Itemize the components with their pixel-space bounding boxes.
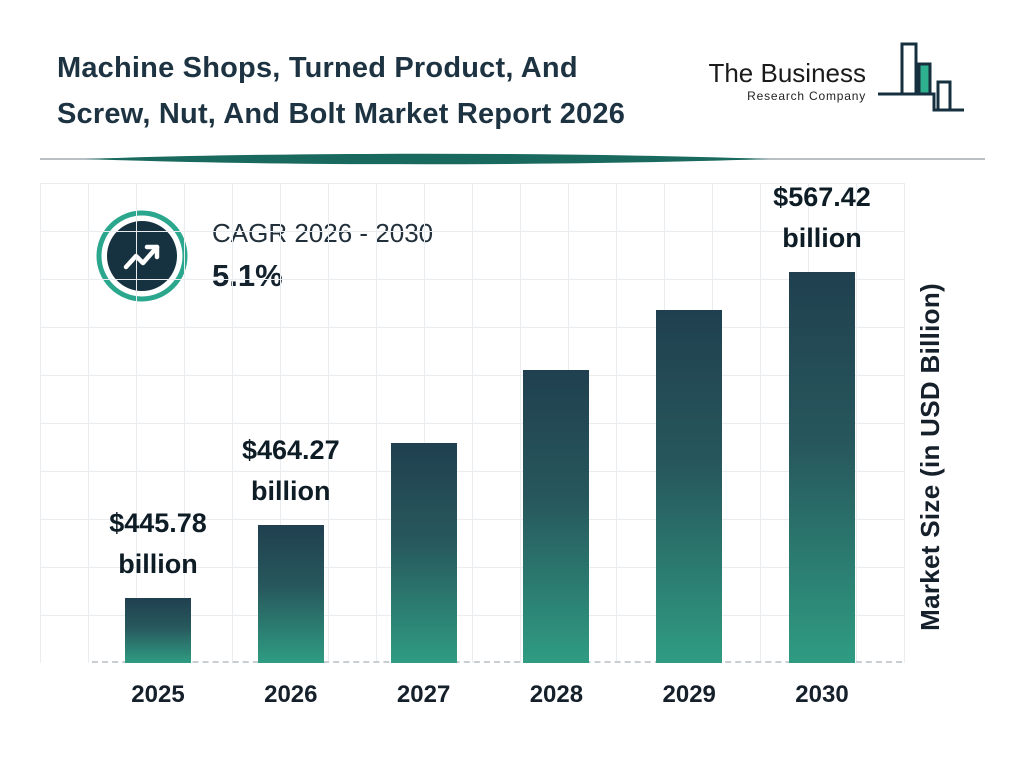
bar-2025 xyxy=(125,598,191,663)
logo-name: The Business xyxy=(708,58,866,88)
bar-column-2030: $567.42 billion 2030 xyxy=(773,177,871,708)
bar-column-2029: 2029 xyxy=(656,310,723,708)
bar-2030 xyxy=(788,272,855,663)
x-axis-label-2029: 2029 xyxy=(662,681,716,708)
bar-column-2026: $464.27 billion 2026 xyxy=(242,430,340,708)
logo-subtitle: Research Company xyxy=(747,89,866,104)
header-divider xyxy=(40,151,985,169)
x-axis-baseline xyxy=(92,661,902,663)
bar-value-label-2026: $464.27 billion xyxy=(241,435,340,506)
page-title: Machine Shops, Turned Product, And Screw… xyxy=(57,52,626,130)
bars-layer: $445.78 billion 2025 $464.27 billion 2026 2027… xyxy=(40,182,905,708)
bar-value-label-2030: $567.42 billion xyxy=(773,182,871,253)
x-axis-label-2026: 2026 xyxy=(264,681,318,708)
x-axis-label-2025: 2025 xyxy=(131,681,185,708)
x-axis-label-2030: 2030 xyxy=(795,681,849,708)
x-axis-label-2027: 2027 xyxy=(396,681,451,708)
company-logo: The Business Research Company xyxy=(708,40,968,125)
y-axis-label: Market Size (in USD Billion) xyxy=(915,283,945,631)
bar-2027 xyxy=(390,443,457,663)
bar-column-2027: 2027 xyxy=(390,443,457,708)
bar-column-2025: $445.78 billion 2025 xyxy=(109,503,207,708)
x-axis-label-2028: 2028 xyxy=(529,681,584,708)
logo-text: The Business Research Company xyxy=(708,40,866,103)
bar-chart-logo-icon xyxy=(872,40,968,125)
bar-value-label-2025: $445.78 billion xyxy=(109,508,207,579)
bar-2026 xyxy=(257,525,324,663)
bar-column-2028: 2028 xyxy=(523,370,590,708)
bar-2028 xyxy=(523,370,590,663)
bar-2029 xyxy=(656,310,723,663)
divider-accent xyxy=(85,153,770,165)
